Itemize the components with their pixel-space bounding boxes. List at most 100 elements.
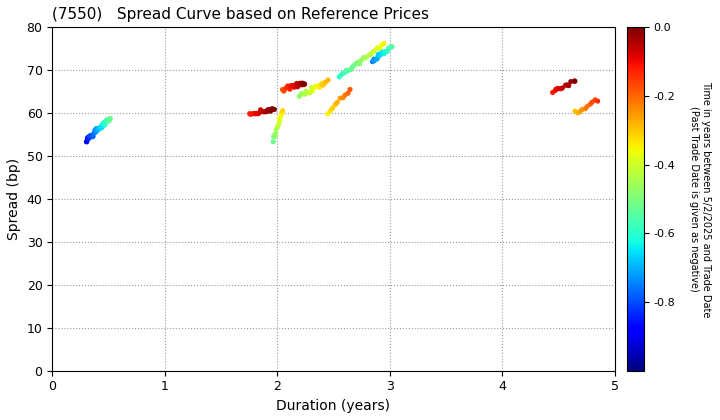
- Point: [339, 92, 351, 98]
- Point: [552, 85, 564, 92]
- Point: [318, 81, 329, 87]
- Point: [96, 124, 107, 131]
- Point: [298, 81, 310, 88]
- Point: [90, 129, 102, 135]
- Point: [387, 43, 398, 50]
- Point: [293, 81, 305, 88]
- Point: [98, 121, 109, 127]
- Point: [300, 88, 312, 94]
- Point: [356, 57, 367, 63]
- Point: [574, 108, 585, 115]
- Point: [279, 86, 291, 92]
- Point: [342, 90, 354, 97]
- Point: [555, 85, 567, 92]
- Point: [297, 91, 309, 97]
- Y-axis label: Time in years between 5/2/2025 and Trade Date
(Past Trade Date is given as negat: Time in years between 5/2/2025 and Trade…: [689, 81, 711, 317]
- Point: [590, 97, 601, 103]
- Point: [271, 126, 282, 133]
- Point: [381, 48, 392, 55]
- Point: [372, 53, 384, 60]
- Point: [260, 108, 271, 115]
- Point: [557, 85, 568, 92]
- Point: [302, 89, 314, 96]
- Point: [570, 108, 581, 115]
- Point: [312, 83, 324, 89]
- Point: [84, 133, 95, 140]
- Point: [83, 135, 94, 142]
- Point: [348, 62, 360, 68]
- Point: [383, 45, 395, 52]
- Point: [330, 101, 341, 108]
- Point: [333, 74, 345, 80]
- Point: [284, 83, 296, 90]
- Point: [250, 110, 261, 117]
- Point: [294, 93, 305, 100]
- Point: [331, 99, 343, 106]
- Point: [337, 94, 348, 101]
- Point: [94, 125, 105, 131]
- Point: [96, 122, 107, 129]
- Point: [264, 106, 275, 113]
- Point: [91, 125, 102, 132]
- Point: [374, 52, 386, 58]
- Point: [269, 106, 280, 113]
- Point: [341, 67, 352, 74]
- Point: [369, 48, 380, 55]
- Point: [365, 51, 377, 58]
- Point: [343, 67, 354, 74]
- Point: [101, 118, 112, 125]
- Point: [268, 139, 279, 145]
- Point: [87, 133, 99, 139]
- Point: [327, 105, 338, 111]
- Point: [385, 43, 397, 50]
- Point: [374, 45, 386, 51]
- Point: [296, 91, 307, 97]
- Point: [268, 133, 279, 140]
- Point: [265, 108, 276, 115]
- Point: [376, 42, 387, 48]
- Point: [102, 118, 113, 125]
- Point: [372, 45, 383, 52]
- Point: [339, 69, 351, 76]
- Point: [81, 135, 93, 142]
- Point: [372, 55, 383, 62]
- Point: [296, 81, 307, 88]
- Point: [337, 70, 348, 77]
- Point: [373, 51, 384, 58]
- Point: [361, 54, 372, 60]
- Point: [565, 78, 577, 85]
- Point: [345, 66, 356, 73]
- Point: [262, 107, 274, 113]
- Point: [244, 110, 256, 117]
- Point: [359, 55, 371, 61]
- Point: [282, 84, 293, 90]
- Point: [306, 84, 318, 91]
- Point: [104, 116, 115, 122]
- Point: [276, 86, 288, 93]
- Point: [358, 54, 369, 61]
- Point: [378, 50, 390, 57]
- Point: [549, 87, 561, 94]
- Point: [92, 126, 104, 133]
- Point: [278, 88, 289, 94]
- Point: [89, 129, 101, 135]
- Point: [81, 139, 92, 145]
- Point: [290, 82, 302, 89]
- Point: [586, 99, 598, 106]
- Point: [325, 107, 336, 114]
- Point: [93, 126, 104, 132]
- Point: [89, 127, 101, 134]
- Point: [378, 40, 390, 47]
- Point: [291, 80, 302, 87]
- Point: [256, 108, 267, 114]
- Point: [368, 56, 379, 63]
- Point: [563, 82, 575, 89]
- Point: [99, 119, 110, 126]
- Point: [245, 111, 256, 118]
- Point: [320, 79, 331, 86]
- Point: [274, 116, 285, 122]
- Point: [580, 105, 591, 112]
- Point: [271, 124, 283, 131]
- Point: [366, 58, 378, 65]
- Point: [281, 84, 292, 91]
